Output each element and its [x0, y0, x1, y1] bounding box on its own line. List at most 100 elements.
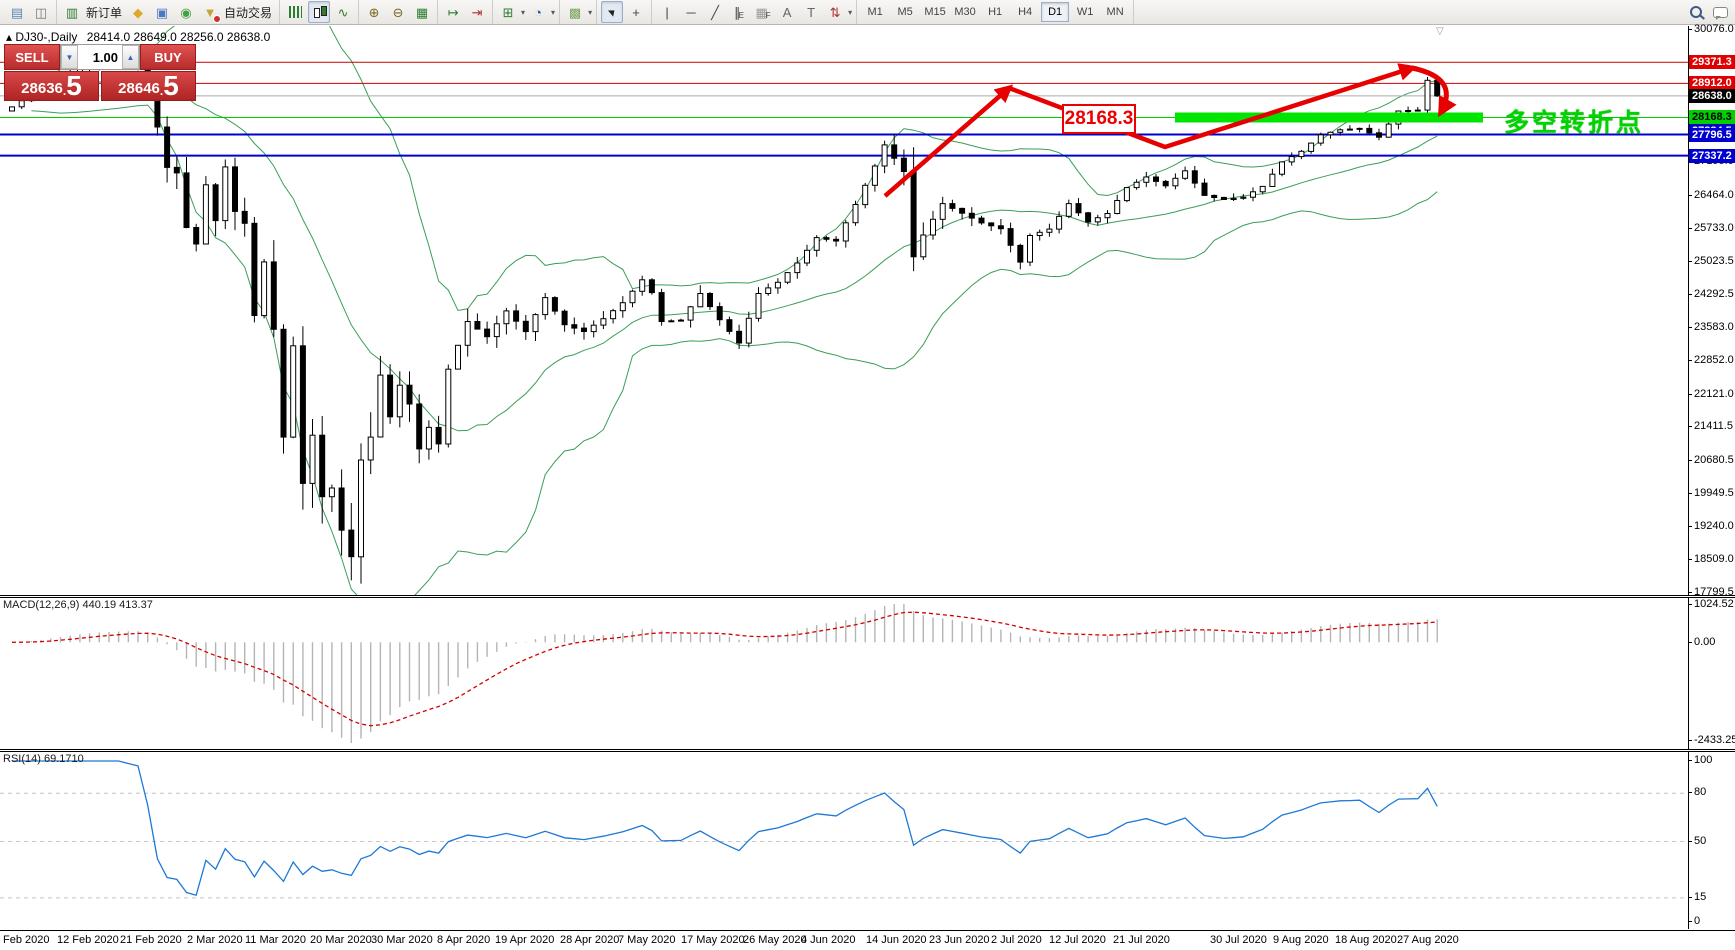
timeframe-MN[interactable]: MN	[1106, 6, 1124, 18]
date-label: Feb 2020	[3, 934, 50, 946]
periods-icon: ◔	[534, 4, 542, 20]
pane-separator[interactable]	[0, 749, 1735, 752]
timeframe-D1[interactable]: D1	[1041, 2, 1070, 22]
price-badge: 29371.3	[1689, 55, 1735, 69]
price-level-flag[interactable]: 28168.3	[1062, 104, 1136, 134]
rsi-line	[12, 760, 1438, 897]
fibonacci-icon[interactable]: ▦ F	[752, 1, 774, 23]
sell-price[interactable]: 28636. 5	[4, 71, 99, 101]
trendline-icon: ╱	[711, 4, 719, 20]
macd-pane[interactable]	[0, 598, 1688, 748]
cursor-icon[interactable]	[601, 1, 624, 23]
volume-box: ▼ 1.00 ▲	[60, 44, 140, 70]
reversal-arrow[interactable]	[1411, 65, 1457, 118]
new-order-icon-label[interactable]: 新订单	[86, 5, 123, 20]
buy-price-dot: .	[159, 84, 164, 98]
support-band[interactable]	[1175, 112, 1483, 123]
volume-increase-button[interactable]: ▲	[122, 45, 139, 69]
price-badge: 27796.5	[1689, 128, 1735, 142]
main-chart-canvas[interactable]	[0, 26, 1688, 595]
templates-icon[interactable]: ▩	[564, 1, 586, 23]
new-order-icon[interactable]: ▥	[61, 1, 83, 23]
price-badge: 27337.2	[1689, 149, 1735, 163]
arrows-icon[interactable]: ⇅	[824, 1, 846, 23]
tile-windows-icon: ▦	[415, 4, 429, 20]
periods-icon[interactable]: ◔	[527, 1, 549, 23]
sell-price-dot: .	[62, 84, 67, 98]
search-icon[interactable]	[1685, 1, 1707, 23]
main-chart-pane[interactable]	[0, 26, 1688, 595]
price-axis[interactable]: 30076.027195.026464.025733.025023.524292…	[1688, 23, 1735, 929]
chart-shift-icon[interactable]: ⇥	[466, 1, 488, 23]
trendline-icon[interactable]: ╱	[704, 1, 726, 23]
date-label: 19 Apr 2020	[495, 934, 555, 946]
indicators-icon[interactable]: ⊞	[497, 1, 519, 23]
buy-price[interactable]: 28646. 5	[101, 71, 196, 101]
autotrade-icon[interactable]: ▼	[199, 1, 222, 23]
horizontal-line-icon[interactable]: ─	[680, 1, 702, 23]
timeframe-M30[interactable]: M30	[954, 6, 976, 18]
text-icon[interactable]: A	[776, 1, 798, 23]
arrows-icon: ⇅	[829, 4, 841, 20]
periods-icon-dropdown[interactable]: ▾	[551, 7, 556, 17]
turning-point-annotation[interactable]: 多空转折点	[1504, 109, 1645, 137]
pane-separator[interactable]	[0, 595, 1735, 598]
bars-icon[interactable]	[284, 1, 306, 23]
timeframe-M5[interactable]: M5	[897, 6, 913, 18]
volume-input[interactable]: 1.00	[92, 49, 118, 65]
new-chart-icon[interactable]: ▤	[6, 1, 28, 23]
candles-icon[interactable]	[308, 1, 331, 23]
timeframe-M15[interactable]: M15	[924, 6, 946, 18]
indicators-icon-dropdown[interactable]: ▾	[521, 7, 526, 17]
profiles-icon[interactable]: ◫	[30, 1, 52, 23]
price-tick: 19240.0	[1689, 520, 1734, 532]
autotrade-status-dot	[213, 15, 222, 23]
signal-icon[interactable]: ◉	[175, 1, 197, 23]
timeframe-M1[interactable]: M1	[867, 6, 883, 18]
sell-price-main: 28636	[21, 80, 63, 97]
indicators-icon: ⊞	[502, 4, 514, 20]
arrows-icon-dropdown[interactable]: ▾	[848, 7, 853, 17]
timeframe-W1[interactable]: W1	[1076, 6, 1094, 18]
price-tick: 30076.0	[1689, 23, 1734, 35]
timeframe-H4[interactable]: H4	[1018, 6, 1033, 18]
text-label-icon[interactable]: T	[800, 1, 822, 23]
chart-shift-marker-icon[interactable]: ▽	[1436, 26, 1444, 37]
date-label: 30 Mar 2020	[371, 934, 433, 946]
date-label: 18 Aug 2020	[1335, 934, 1397, 946]
date-label: 11 Mar 2020	[245, 934, 306, 946]
bollinger-middle-band	[31, 76, 1438, 432]
bollinger-lower-band	[31, 104, 1438, 595]
zoom-in-icon[interactable]: ⊕	[363, 1, 385, 23]
sell-button[interactable]: SELL	[4, 44, 60, 70]
trend-arrow-0[interactable]	[883, 84, 1014, 198]
zoom-out-icon[interactable]: ⊖	[387, 1, 409, 23]
buy-button[interactable]: BUY	[140, 44, 196, 70]
market-depth-icon[interactable]: ◆	[127, 1, 149, 23]
terminal-icon[interactable]: ▣	[151, 1, 173, 23]
auto-scroll-icon[interactable]: ↦	[442, 1, 464, 23]
macd-signal-line	[11, 611, 1438, 727]
date-label: 27 Aug 2020	[1397, 934, 1459, 946]
horizontal-line-icon: ─	[686, 4, 696, 20]
bollinger-upper-band	[31, 26, 1438, 312]
buy-price-main: 28646	[118, 80, 160, 97]
equidistant-channel-icon[interactable]: ∥ E	[728, 1, 750, 23]
symbol-marker-icon: ▴	[6, 30, 13, 44]
volume-decrease-button[interactable]: ▼	[61, 45, 78, 69]
date-axis[interactable]: Feb 2020 12 Feb 2020 21 Feb 2020 2 Mar 2020…	[0, 930, 1735, 950]
chart-title: ▴ DJ30-,Daily 28414.0 28649.0 28256.0 28…	[6, 30, 270, 44]
tile-windows-icon[interactable]: ▦	[411, 1, 433, 23]
trend-arrow-1[interactable]	[1008, 63, 1418, 150]
templates-icon-dropdown[interactable]: ▾	[588, 7, 593, 17]
autotrade-icon-label[interactable]: 自动交易	[224, 5, 273, 20]
crosshair-icon[interactable]: +	[625, 1, 647, 23]
vertical-line-icon[interactable]: |	[656, 1, 678, 23]
rsi-pane[interactable]	[0, 752, 1688, 929]
line-chart-icon[interactable]: ∿	[332, 1, 354, 23]
chat-icon[interactable]	[1709, 1, 1731, 23]
vertical-line-icon: |	[665, 4, 669, 20]
price-tick: 20680.5	[1689, 454, 1734, 466]
date-label: 12 Jul 2020	[1049, 934, 1106, 946]
timeframe-H1[interactable]: H1	[988, 6, 1003, 18]
